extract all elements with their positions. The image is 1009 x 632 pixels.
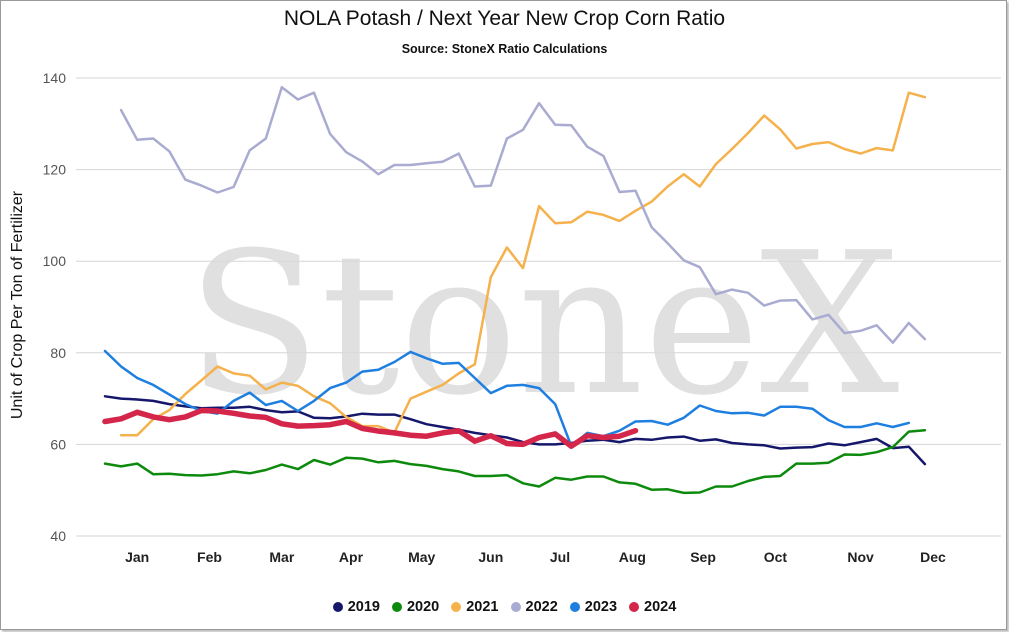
legend-item-2023: 2023 xyxy=(569,599,618,615)
x-tick-label: May xyxy=(408,549,435,565)
series-line-2020 xyxy=(103,428,927,495)
legend-marker-icon xyxy=(510,602,521,612)
x-tick-label: Aug xyxy=(619,549,646,565)
chart-title: NOLA Potash / Next Year New Crop Corn Ra… xyxy=(283,7,726,30)
y-tick-label: 100 xyxy=(43,253,67,269)
series-line-2022 xyxy=(119,85,927,344)
legend-item-2022: 2022 xyxy=(510,599,558,615)
legend: 2019 2020 2021 2022 2023 2024 xyxy=(0,599,1009,615)
x-tick-label: Apr xyxy=(339,549,364,565)
x-tick-label: Jul xyxy=(550,549,570,565)
series-line-2019 xyxy=(103,395,927,466)
x-tick-label: Dec xyxy=(920,549,946,565)
y-tick-label: 120 xyxy=(43,162,67,178)
y-tick-label: 80 xyxy=(50,345,66,361)
x-tick-label: Feb xyxy=(197,549,222,565)
y-axis-label: Unit of Crop Per Ton of Fertilizer xyxy=(9,190,26,420)
legend-marker-icon xyxy=(451,602,462,612)
x-tick-label: Mar xyxy=(269,549,294,565)
legend-marker-icon xyxy=(332,602,343,612)
legend-item-2020: 2020 xyxy=(391,599,440,615)
series-lines xyxy=(102,85,927,495)
legend-item-2019: 2019 xyxy=(332,599,380,615)
series-line-2024 xyxy=(102,407,639,449)
legend-item-2024: 2024 xyxy=(629,599,676,615)
x-tick-label: Nov xyxy=(847,549,874,565)
y-tick-label: 60 xyxy=(50,436,66,452)
y-tick-labels: 40 60 80 100 120 140 xyxy=(43,70,67,544)
legend-marker-icon xyxy=(629,602,640,612)
legend-label: 2021 xyxy=(466,599,499,615)
x-tick-labels: Jan Feb Mar Apr May Jun Jul Aug Sep Oct Nov Dec xyxy=(125,549,946,565)
legend-label: 2020 xyxy=(406,599,440,615)
y-tick-label: 40 xyxy=(50,528,66,544)
x-tick-label: Oct xyxy=(764,549,788,565)
x-tick-label: Sep xyxy=(690,549,716,565)
series-line-2023 xyxy=(103,349,911,448)
legend-item-2021: 2021 xyxy=(451,599,499,615)
x-tick-label: Jan xyxy=(125,549,149,565)
legend-label: 2022 xyxy=(525,599,558,615)
legend-label: 2023 xyxy=(584,599,618,615)
legend-marker-icon xyxy=(391,602,402,612)
series-line-2021 xyxy=(119,91,927,437)
x-tick-label: Jun xyxy=(478,549,503,565)
chart-subtitle: Source: StoneX Ratio Calculations xyxy=(401,42,608,56)
legend-label: 2019 xyxy=(347,599,380,615)
legend-label: 2024 xyxy=(644,599,677,615)
legend-marker-icon xyxy=(569,602,580,612)
y-tick-label: 140 xyxy=(43,70,67,86)
watermark: StoneX xyxy=(187,211,900,439)
